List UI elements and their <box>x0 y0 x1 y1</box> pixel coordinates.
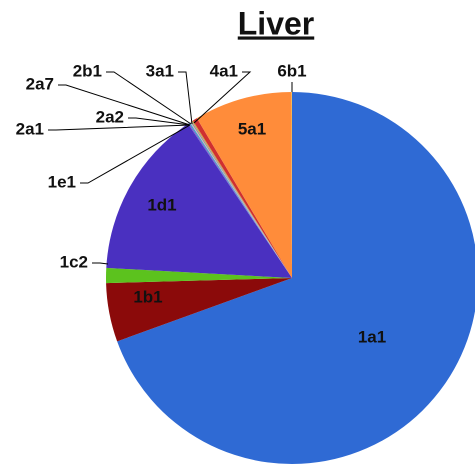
pie-slice <box>196 92 292 278</box>
chart-title: Liver <box>238 5 314 41</box>
leader-line <box>92 262 109 265</box>
leader-line <box>193 71 252 124</box>
pie-slice <box>188 122 292 278</box>
slice-label: 2a1 <box>16 119 44 138</box>
slice-label: 2a2 <box>96 107 124 126</box>
slice-label: 5a1 <box>238 119 266 138</box>
pie-slice <box>105 267 292 284</box>
slice-label: 2b1 <box>73 61 102 80</box>
pie-slice <box>189 121 292 278</box>
pie-slice <box>106 278 293 342</box>
leader-line <box>58 84 191 126</box>
pie-slice <box>117 92 475 464</box>
slice-label: 1a1 <box>358 327 386 346</box>
slice-label: 1d1 <box>147 195 176 214</box>
leader-line <box>178 71 193 125</box>
leader-line <box>128 117 191 126</box>
pie-slice <box>187 123 292 278</box>
slice-label: 1e1 <box>48 172 76 191</box>
pie-slice <box>191 121 292 279</box>
leader-line <box>80 124 191 184</box>
pie-slice <box>190 121 292 278</box>
pie-slice <box>291 92 292 278</box>
pie-slice <box>191 120 292 279</box>
slice-label: 4a1 <box>210 61 238 80</box>
pie-slice <box>192 118 292 278</box>
slice-label: 3a1 <box>146 61 174 80</box>
pie-slice <box>106 123 292 278</box>
leader-line <box>48 124 191 131</box>
slice-label: 2a7 <box>26 74 54 93</box>
slice-label: 6b1 <box>277 61 306 80</box>
slice-label: 1b1 <box>133 287 162 306</box>
leader-line <box>106 71 192 125</box>
slice-label: 1c2 <box>60 252 88 271</box>
